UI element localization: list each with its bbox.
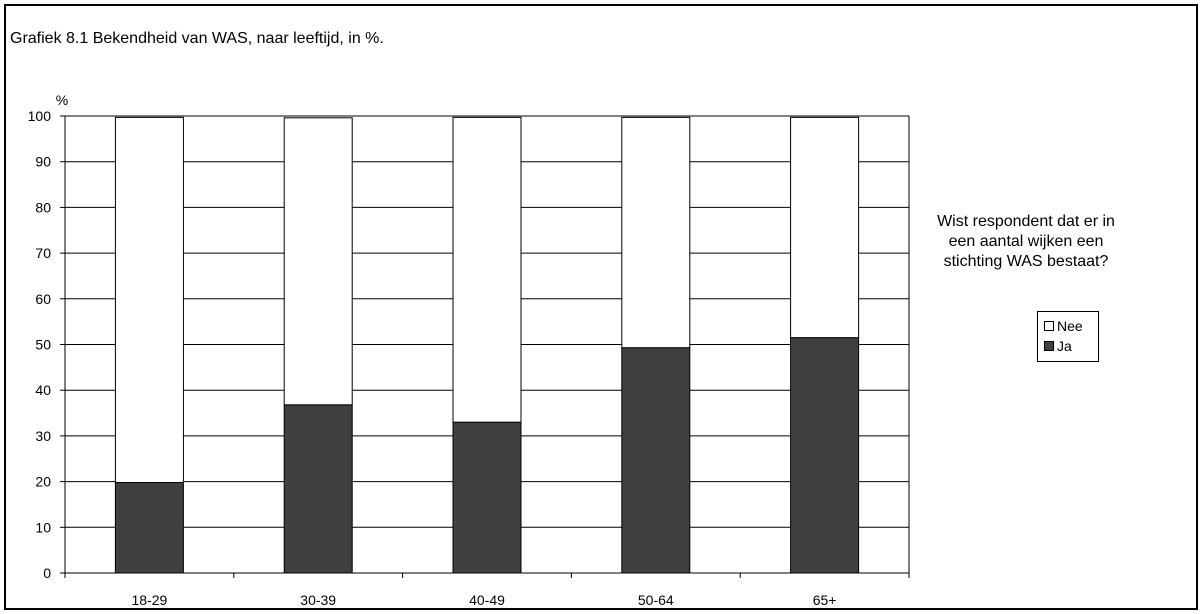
bar-ja-65+ — [790, 337, 860, 574]
chart-frame — [4, 4, 1198, 610]
legend-item-ja: Ja — [1044, 337, 1072, 355]
legend-label-ja: Ja — [1057, 338, 1072, 354]
y-tick-label: 70 — [35, 245, 51, 261]
x-tick-label: 50-64 — [638, 592, 674, 608]
chart-title: Grafiek 8.1 Bekendheid van WAS, naar lee… — [10, 30, 384, 47]
y-tick-label: 0 — [43, 565, 51, 581]
x-tick-label: 65+ — [813, 592, 837, 608]
bar-ja-40-49 — [452, 421, 522, 574]
bar-nee-65+ — [790, 116, 860, 339]
x-tick-label: 40-49 — [469, 592, 505, 608]
bar-nee-30-39 — [283, 117, 353, 406]
legend-title: Wist respondent dat er in een aantal wij… — [937, 213, 1115, 270]
legend-swatch-ja — [1044, 341, 1054, 352]
y-tick-label: 100 — [28, 108, 52, 124]
legend-item-nee: Nee — [1044, 317, 1083, 335]
legend-label-nee: Nee — [1057, 318, 1083, 334]
bar-nee-40-49 — [452, 116, 522, 423]
bar-ja-18-29 — [114, 482, 184, 574]
y-tick-label: 30 — [35, 428, 51, 444]
legend: Nee Ja — [1037, 311, 1099, 362]
bar-ja-50-64 — [621, 347, 691, 574]
y-tick-label: 80 — [35, 199, 51, 215]
bar-ja-30-39 — [283, 404, 353, 574]
y-tick-label: 40 — [35, 382, 51, 398]
bar-nee-50-64 — [621, 116, 691, 349]
x-tick-label: 30-39 — [300, 592, 336, 608]
y-axis-label: % — [56, 92, 68, 108]
y-tick-label: 50 — [35, 337, 51, 353]
legend-swatch-nee — [1044, 321, 1054, 332]
y-tick-label: 10 — [35, 519, 51, 535]
y-tick-label: 20 — [35, 474, 51, 490]
x-tick-label: 18-29 — [131, 592, 167, 608]
y-tick-label: 90 — [35, 154, 51, 170]
y-tick-label: 60 — [35, 291, 51, 307]
bar-nee-18-29 — [114, 116, 184, 484]
